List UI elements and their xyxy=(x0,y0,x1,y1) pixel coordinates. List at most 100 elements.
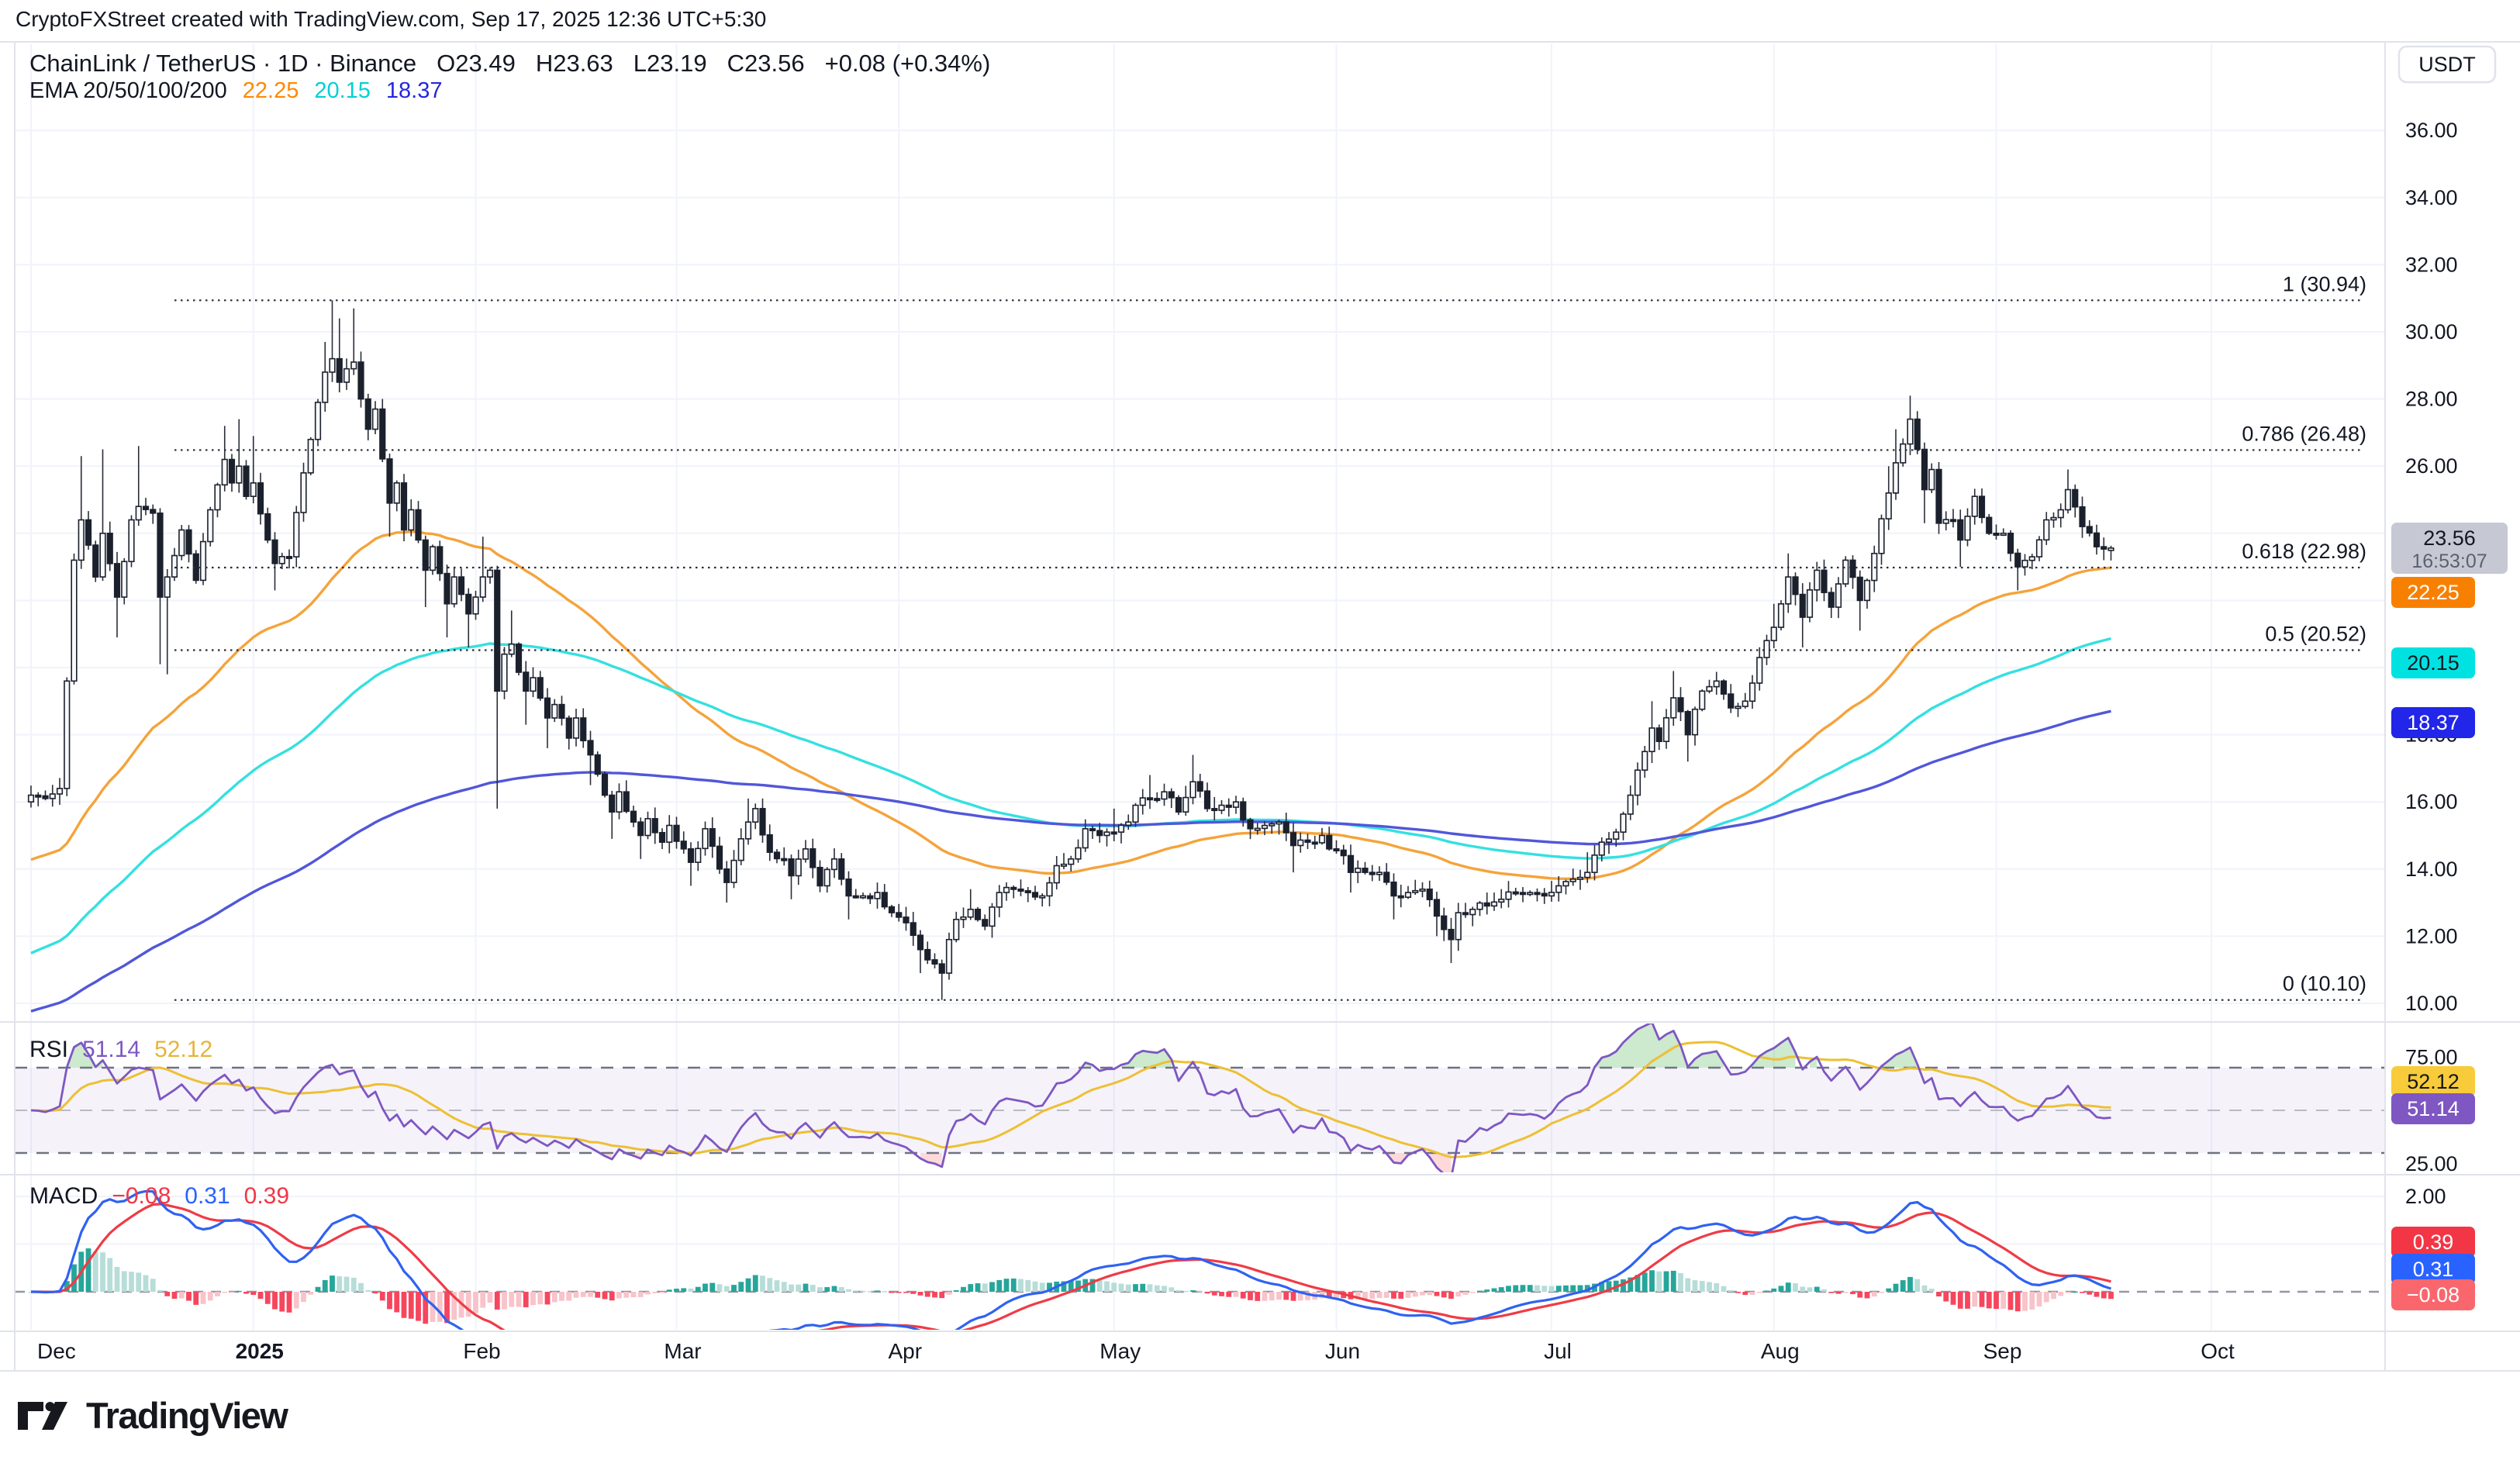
macd-histogram-bar xyxy=(1248,1292,1253,1300)
macd-histogram-bar xyxy=(2080,1292,2085,1293)
macd-histogram-bar xyxy=(107,1258,113,1292)
macd-histogram-bar xyxy=(752,1275,758,1292)
macd-histogram-bar xyxy=(1520,1285,1526,1292)
ema-legend-title[interactable]: EMA 20/50/100/200 xyxy=(29,78,227,103)
candle-up xyxy=(2035,539,2043,557)
candle-up xyxy=(164,576,171,598)
macd-histogram-bar xyxy=(1147,1284,1153,1292)
macd-histogram-bar xyxy=(1376,1292,1383,1298)
candle-up xyxy=(1527,892,1534,896)
macd-pane[interactable] xyxy=(28,1189,2114,1379)
time-axis[interactable]: Dec 2025 Feb Mar Apr May Jun Jul Aug Sep Oct xyxy=(37,1339,2235,1363)
rsi-axis-label: 75.00 xyxy=(2405,1045,2458,1068)
candle-up xyxy=(1039,895,1046,899)
macd-histogram-bar xyxy=(408,1292,414,1319)
macd-legend-title[interactable]: MACD xyxy=(29,1183,98,1209)
macd-histogram-bar xyxy=(1994,1292,1999,1310)
macd-histogram-bar xyxy=(1075,1280,1081,1292)
candle-up xyxy=(1505,891,1512,900)
candle-up xyxy=(795,858,802,877)
candle-up xyxy=(450,576,457,605)
macd-histogram-bar xyxy=(379,1292,385,1301)
candle-up xyxy=(1189,781,1196,799)
macd-histogram-bar xyxy=(207,1292,213,1301)
rsi-legend[interactable]: RSI 51.14 52.12 xyxy=(29,1037,212,1064)
rsi-legend-title[interactable]: RSI xyxy=(29,1037,69,1062)
rsi-pane[interactable] xyxy=(30,1023,2111,1179)
candle-down xyxy=(1333,848,1340,852)
candle-up xyxy=(1662,716,1670,743)
macd-histogram-bar xyxy=(1240,1292,1246,1299)
macd-histogram-bar xyxy=(1025,1279,1031,1292)
candle-down xyxy=(881,892,888,908)
candle-down xyxy=(1541,892,1548,897)
macd-histogram-bar xyxy=(1828,1292,1835,1293)
macd-histogram-bar xyxy=(301,1292,306,1303)
macd-histogram-bar xyxy=(1563,1285,1569,1292)
macd-histogram-bar xyxy=(1835,1292,1842,1294)
candle-down xyxy=(766,834,773,853)
candle-up xyxy=(1555,885,1562,893)
candle-down xyxy=(1534,892,1541,896)
candle-up xyxy=(1878,518,1885,554)
symbol-legend[interactable]: ChainLink / TetherUS · 1D · Binance O23.4… xyxy=(29,50,990,78)
macd-histogram-bar xyxy=(2101,1292,2107,1299)
time-axis-label: Apr xyxy=(888,1339,922,1363)
macd-histogram-bar xyxy=(745,1278,751,1292)
macd-histogram-bar xyxy=(1921,1285,1928,1292)
candle-down xyxy=(92,544,99,578)
candle-down xyxy=(788,858,795,877)
macd-histogram-bar xyxy=(1886,1288,1892,1292)
rsi-line xyxy=(30,1023,2111,1172)
macd-legend[interactable]: MACD −0.08 0.31 0.39 xyxy=(29,1183,289,1210)
candle-up xyxy=(278,556,285,564)
candle-up xyxy=(1785,576,1792,605)
macd-histogram-bar xyxy=(1907,1276,1913,1292)
candle-up xyxy=(1318,834,1326,844)
currency-button[interactable]: USDT xyxy=(2397,45,2497,84)
macd-histogram-bar xyxy=(494,1292,500,1310)
macd-histogram-bar xyxy=(609,1292,615,1301)
macd-histogram-bar xyxy=(1068,1281,1074,1292)
ema-legend[interactable]: EMA 20/50/100/200 22.25 20.15 18.37 xyxy=(29,78,443,104)
tradingview-logo[interactable]: TradingView xyxy=(18,1395,288,1437)
rsi-ma-value: 52.12 xyxy=(154,1037,213,1062)
candle-down xyxy=(537,677,544,699)
candle-down xyxy=(1957,519,1964,541)
candle-up xyxy=(27,794,35,803)
macd-histogram-bar xyxy=(1584,1285,1590,1292)
macd-histogram-bar xyxy=(1864,1292,1870,1299)
candle-down xyxy=(1441,915,1448,930)
macd-histogram-bar xyxy=(1821,1289,1827,1292)
macd-histogram-bar xyxy=(1398,1292,1404,1299)
ema50-value: 22.25 xyxy=(242,78,299,103)
macd-histogram-bar xyxy=(1635,1275,1641,1292)
candle-up xyxy=(1269,823,1276,827)
candle-up xyxy=(1355,868,1362,873)
macd-histogram-bar xyxy=(1807,1287,1813,1292)
price-pane[interactable] xyxy=(27,300,2114,1013)
currency-button-frame[interactable] xyxy=(2397,45,2497,84)
macd-histogram-bar xyxy=(1197,1291,1203,1293)
candle-down xyxy=(565,717,572,739)
symbol-title[interactable]: ChainLink / TetherUS · 1D · Binance xyxy=(29,50,417,77)
candle-down xyxy=(558,703,565,719)
macd-histogram-bar xyxy=(1857,1292,1863,1298)
candle-up xyxy=(945,938,953,974)
candle-down xyxy=(630,810,637,823)
candle-up xyxy=(1103,831,1110,837)
candle-up xyxy=(1605,838,1613,843)
macd-histogram-bar xyxy=(236,1290,242,1293)
macd-signal-value: 0.39 xyxy=(243,1183,290,1209)
candle-up xyxy=(666,824,673,843)
macd-histogram-bar xyxy=(286,1292,292,1313)
macd-histogram-bar xyxy=(487,1292,493,1303)
macd-histogram-bar xyxy=(602,1292,608,1300)
candle-down xyxy=(1390,881,1397,897)
candle-up xyxy=(1756,657,1763,684)
macd-histogram-bar xyxy=(1162,1286,1167,1292)
macd-histogram-bar xyxy=(1477,1290,1483,1293)
candle-down xyxy=(1792,576,1799,595)
macd-histogram-bar xyxy=(996,1279,1003,1292)
